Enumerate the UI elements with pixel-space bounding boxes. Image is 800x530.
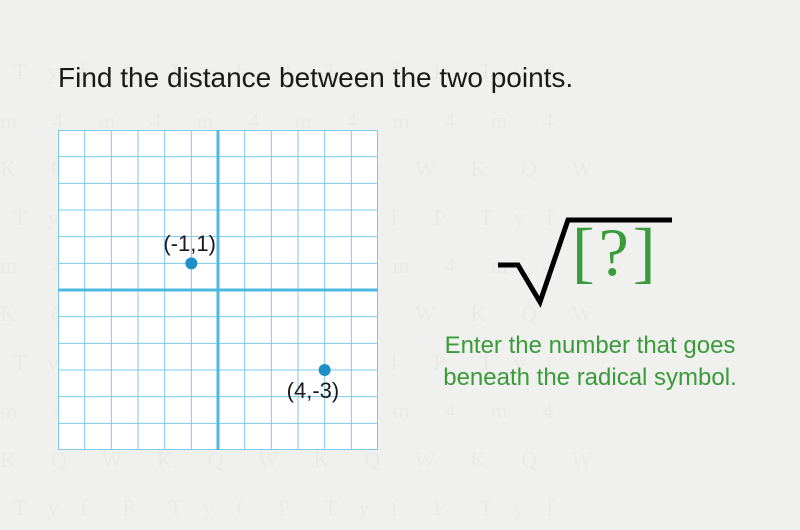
placeholder-qmark: ?	[595, 218, 633, 286]
point-label-b: (4,-3)	[287, 378, 340, 404]
question-text: Find the distance between the two points…	[58, 62, 573, 94]
point-label-a: (-1,1)	[163, 231, 216, 257]
right-bracket: ]	[633, 218, 656, 286]
radical-expression: [ ? ]	[490, 210, 680, 310]
coordinate-graph: (-1,1) (4,-3)	[58, 130, 378, 450]
left-bracket: [	[572, 218, 595, 286]
answer-placeholder[interactable]: [ ? ]	[572, 218, 656, 286]
hint-text: Enter the number that goes beneath the r…	[440, 330, 740, 395]
